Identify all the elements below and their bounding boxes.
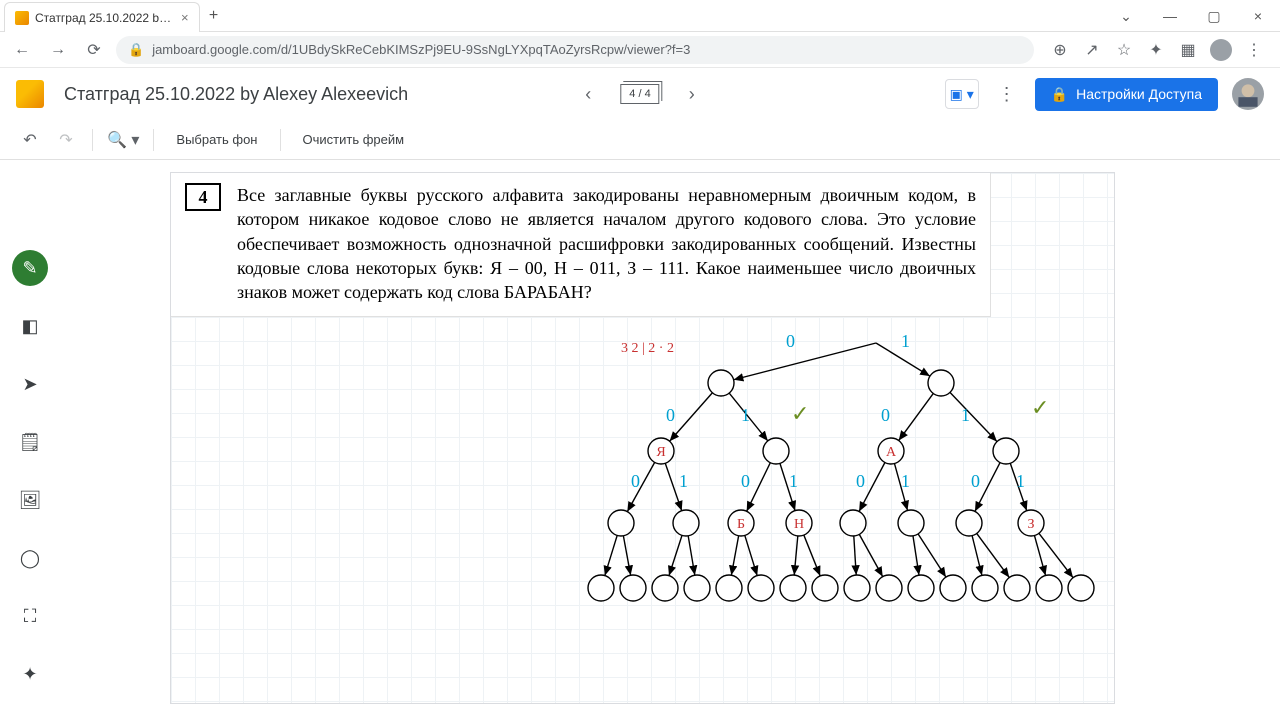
handwritten-note: 0 (856, 471, 865, 492)
more-options-button[interactable]: ⋮ (993, 80, 1021, 108)
frame[interactable]: 4 Все заглавные буквы русского алфавита … (170, 172, 1115, 704)
handwritten-note: 1 (1016, 471, 1025, 492)
side-toolbar: ✎ ◧ ➤ 🗒 🖼 ◯ ⛶ ✦ (0, 160, 60, 720)
laser-tool[interactable]: ✦ (12, 656, 48, 692)
lock-icon: 🔒 (128, 42, 144, 58)
reload-button[interactable]: ⟳ (80, 36, 108, 64)
app-icon[interactable]: ▦ (1178, 40, 1198, 60)
svg-text:З: З (1027, 517, 1034, 532)
handwritten-note: 0 (631, 471, 640, 492)
extensions-icon[interactable]: ✦ (1146, 40, 1166, 60)
svg-text:А: А (886, 445, 897, 460)
browser-address-bar: ← → ⟳ 🔒 jamboard.google.com/d/1UBdySkReC… (0, 32, 1280, 68)
account-avatar[interactable] (1232, 78, 1264, 110)
frame-navigator: ‹ 4 / 4 › (574, 80, 705, 108)
handwritten-note: 1 (741, 405, 750, 426)
next-frame-button[interactable]: › (678, 80, 706, 108)
handwritten-note: 1 (901, 471, 910, 492)
handwritten-note: 1 (679, 471, 688, 492)
pen-tool[interactable]: ✎ (12, 250, 48, 286)
profile-avatar-small[interactable] (1210, 39, 1232, 61)
handwritten-note: ✓ (1031, 395, 1049, 421)
app-header: Статград 25.10.2022 by Alexey Alexeevich… (0, 68, 1280, 120)
handwritten-note: 1 (789, 471, 798, 492)
lock-icon: 🔒 (1051, 86, 1068, 103)
close-window-button[interactable]: × (1236, 0, 1280, 32)
redo-button[interactable]: ↷ (50, 124, 82, 156)
browser-titlebar: Статград 25.10.2022 by Alexey Al… × + ⌄ … (0, 0, 1280, 32)
jamboard-logo[interactable] (16, 80, 44, 108)
select-tool[interactable]: ➤ (12, 366, 48, 402)
zoom-button[interactable]: 🔍 ▾ (103, 124, 143, 156)
chevron-down-icon[interactable]: ⌄ (1104, 0, 1148, 32)
present-button[interactable]: ▣ ▾ (945, 79, 979, 109)
window-controls: ⌄ — ▢ × (1104, 0, 1280, 32)
text-box-tool[interactable]: ⛶ (12, 598, 48, 634)
image-tool[interactable]: 🖼 (12, 482, 48, 518)
forward-button[interactable]: → (44, 36, 72, 64)
handwritten-note: 0 (741, 471, 750, 492)
workspace: ✎ ◧ ➤ 🗒 🖼 ◯ ⛶ ✦ 4 Все заглавные буквы ру… (0, 160, 1280, 720)
handwritten-note: 0 (666, 405, 675, 426)
share-page-icon[interactable]: ↗ (1082, 40, 1102, 60)
url-field[interactable]: 🔒 jamboard.google.com/d/1UBdySkReCebKIMS… (116, 36, 1034, 64)
share-button[interactable]: 🔒 Настройки Доступа (1035, 78, 1218, 111)
sticky-note-tool[interactable]: 🗒 (12, 424, 48, 460)
browser-menu-icon[interactable]: ⋮ (1244, 40, 1264, 60)
problem-box: 4 Все заглавные буквы русского алфавита … (171, 173, 991, 317)
maximize-button[interactable]: ▢ (1192, 0, 1236, 32)
new-tab-button[interactable]: + (200, 2, 228, 30)
star-icon[interactable]: ☆ (1114, 40, 1134, 60)
tab-title: Статград 25.10.2022 by Alexey Al… (35, 11, 175, 25)
handwritten-note: 1 (901, 331, 910, 352)
select-background-button[interactable]: Выбрать фон (164, 132, 269, 147)
prev-frame-button[interactable]: ‹ (574, 80, 602, 108)
problem-text: Все заглавные буквы русского алфавита за… (237, 183, 976, 304)
handwritten-note: ✓ (791, 401, 809, 427)
toolbar: ↶ ↷ 🔍 ▾ Выбрать фон Очистить фрейм (0, 120, 1280, 160)
minimize-button[interactable]: — (1148, 0, 1192, 32)
back-button[interactable]: ← (8, 36, 36, 64)
frame-indicator[interactable]: 4 / 4 (620, 84, 659, 104)
svg-text:Б: Б (737, 517, 745, 532)
url-text: jamboard.google.com/d/1UBdySkReCebKIMSzP… (152, 42, 690, 57)
shape-tool[interactable]: ◯ (12, 540, 48, 576)
zoom-icon[interactable]: ⊕ (1050, 40, 1070, 60)
share-label: Настройки Доступа (1076, 86, 1202, 102)
handwritten-note: 0 (786, 331, 795, 352)
canvas-area[interactable]: 4 Все заглавные буквы русского алфавита … (60, 160, 1280, 720)
handwritten-note: 0 (971, 471, 980, 492)
handwritten-note: 0 (881, 405, 890, 426)
undo-button[interactable]: ↶ (14, 124, 46, 156)
problem-number: 4 (185, 183, 221, 211)
handwritten-note: 3 2 | 2 · 2 (621, 341, 674, 357)
document-title[interactable]: Статград 25.10.2022 by Alexey Alexeevich (64, 84, 408, 105)
eraser-tool[interactable]: ◧ (12, 308, 48, 344)
clear-frame-button[interactable]: Очистить фрейм (291, 132, 417, 147)
jamboard-favicon (15, 11, 29, 25)
handwritten-note: 1 (961, 405, 970, 426)
close-tab-icon[interactable]: × (181, 10, 189, 25)
svg-text:Н: Н (794, 517, 804, 532)
svg-text:Я: Я (656, 445, 665, 460)
browser-tab[interactable]: Статград 25.10.2022 by Alexey Al… × (4, 2, 200, 32)
binary-tree-diagram: Я А Б Н З (551, 313, 1111, 613)
